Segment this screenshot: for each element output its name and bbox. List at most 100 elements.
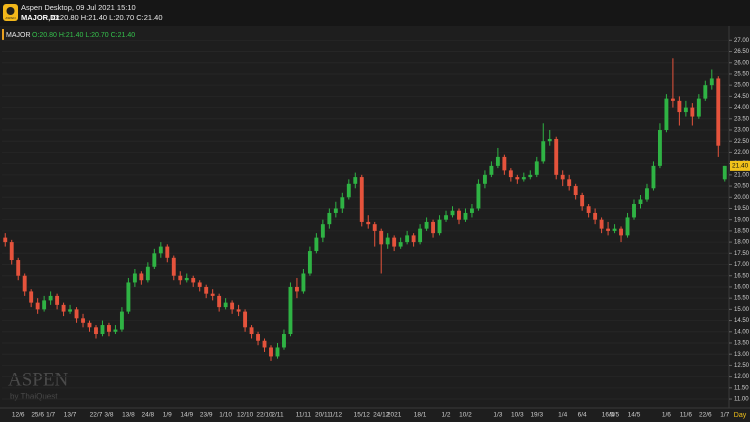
x-tick-label: 1/7 xyxy=(46,412,55,419)
y-tick-label: 25.00 xyxy=(734,83,750,89)
candle-body xyxy=(476,183,481,209)
candle-body xyxy=(145,266,150,281)
candle-body xyxy=(48,295,53,301)
x-tick-label: 1/7 xyxy=(720,412,729,419)
candle-body xyxy=(320,224,325,238)
candle-body xyxy=(664,98,669,131)
title-bar xyxy=(0,0,750,26)
x-tick-label: 13/8 xyxy=(122,412,135,419)
candle-body xyxy=(703,85,708,99)
panel-ohlc: O:20.80 H:21.40 L:20.70 C:21.40 xyxy=(32,32,135,39)
y-tick-label: 21.00 xyxy=(734,172,750,178)
y-tick-label: 22.50 xyxy=(734,139,750,145)
x-tick-label: 1/3 xyxy=(493,412,502,419)
x-tick-label: 22/10 xyxy=(256,412,273,419)
candle-body xyxy=(709,78,714,86)
candle-body xyxy=(288,286,293,335)
y-tick-label: 19.50 xyxy=(734,206,750,212)
candle-body xyxy=(236,309,241,312)
candle-body xyxy=(94,327,98,335)
candle-body xyxy=(243,311,248,328)
y-tick-label: 11.00 xyxy=(734,397,749,403)
candle-body xyxy=(87,322,92,328)
x-tick-label: 11/11 xyxy=(296,412,312,419)
y-tick-label: 23.50 xyxy=(734,116,750,122)
candle-body xyxy=(599,219,604,229)
candle-body xyxy=(139,273,144,281)
timeframe[interactable]: Day xyxy=(734,412,747,419)
candle-body xyxy=(9,242,14,261)
candle-body xyxy=(152,253,157,267)
x-tick-label: 1/9 xyxy=(163,412,172,419)
candle-body xyxy=(385,237,390,245)
panel-symbol[interactable]: MAJOR xyxy=(6,32,31,39)
x-tick-label: 19/3 xyxy=(530,412,543,419)
x-tick-label: 5/5 xyxy=(610,412,619,419)
candle-body xyxy=(612,228,617,231)
x-tick-label: 24/12 xyxy=(373,412,390,419)
candle-body xyxy=(508,170,513,178)
x-tick-label: 12/10 xyxy=(237,412,254,419)
candle-body xyxy=(119,311,124,330)
y-tick-label: 22.00 xyxy=(734,150,750,156)
x-tick-label: 13/7 xyxy=(64,412,77,419)
y-tick-label: 15.00 xyxy=(734,307,750,313)
x-tick-label: 12/6 xyxy=(12,412,25,419)
y-tick-label: 11.50 xyxy=(734,385,749,391)
candle-body xyxy=(586,206,591,213)
candle-body xyxy=(301,273,306,292)
candle-body xyxy=(16,260,21,276)
candle-body xyxy=(178,275,183,281)
candle-body xyxy=(560,174,565,180)
candle-body xyxy=(489,165,494,175)
candle-body xyxy=(463,212,468,220)
y-tick-label: 25.50 xyxy=(734,72,750,78)
y-tick-label: 12.00 xyxy=(734,374,750,380)
candle-body xyxy=(534,161,539,175)
logo-mark xyxy=(6,7,15,15)
candle-body xyxy=(677,100,682,113)
x-tick-label: 10/3 xyxy=(511,412,524,419)
x-tick-label: 1/12 xyxy=(330,412,343,419)
candle-body xyxy=(392,237,397,247)
x-tick-label: 1/10 xyxy=(219,412,232,419)
x-tick-label: 11/6 xyxy=(680,412,693,419)
x-tick-label: 18/1 xyxy=(414,412,427,419)
x-tick-label: 25/6 xyxy=(31,412,44,419)
y-tick-label: 15.50 xyxy=(734,296,750,302)
candle-body xyxy=(158,246,163,254)
x-tick-label: 14/5 xyxy=(628,412,641,419)
candle-body xyxy=(223,302,228,308)
watermark-brand: ASPEN xyxy=(8,369,68,390)
panel-marker xyxy=(2,29,4,40)
candle-body xyxy=(81,318,85,323)
candle-body xyxy=(197,282,202,287)
x-tick-label: 23/9 xyxy=(200,412,213,419)
y-tick-label: 16.50 xyxy=(734,273,750,279)
x-tick-label: 1/2 xyxy=(442,412,451,419)
candle-body xyxy=(210,293,215,296)
y-tick-label: 19.00 xyxy=(734,217,750,223)
candle-body xyxy=(657,130,662,166)
y-tick-label: 13.50 xyxy=(734,341,750,347)
x-tick-label: 15/12 xyxy=(354,412,371,419)
candle-body xyxy=(269,347,273,357)
candle-body xyxy=(3,237,8,243)
y-tick-label: 16.00 xyxy=(734,285,750,291)
candle-body xyxy=(132,273,137,283)
y-tick-label: 14.50 xyxy=(734,318,750,324)
y-tick-label: 14.00 xyxy=(734,329,750,335)
candle-body xyxy=(379,230,384,245)
candle-body xyxy=(346,183,351,198)
candle-body xyxy=(398,242,403,247)
y-tick-label: 18.00 xyxy=(734,240,750,246)
candle-body xyxy=(256,334,260,341)
candle-body xyxy=(515,177,520,180)
candle-body xyxy=(528,174,533,178)
price-tag-label: 21.40 xyxy=(732,163,749,170)
candle-body xyxy=(249,327,254,335)
candle-body xyxy=(307,251,312,274)
candle-body xyxy=(282,334,286,348)
candle-body xyxy=(107,325,111,332)
